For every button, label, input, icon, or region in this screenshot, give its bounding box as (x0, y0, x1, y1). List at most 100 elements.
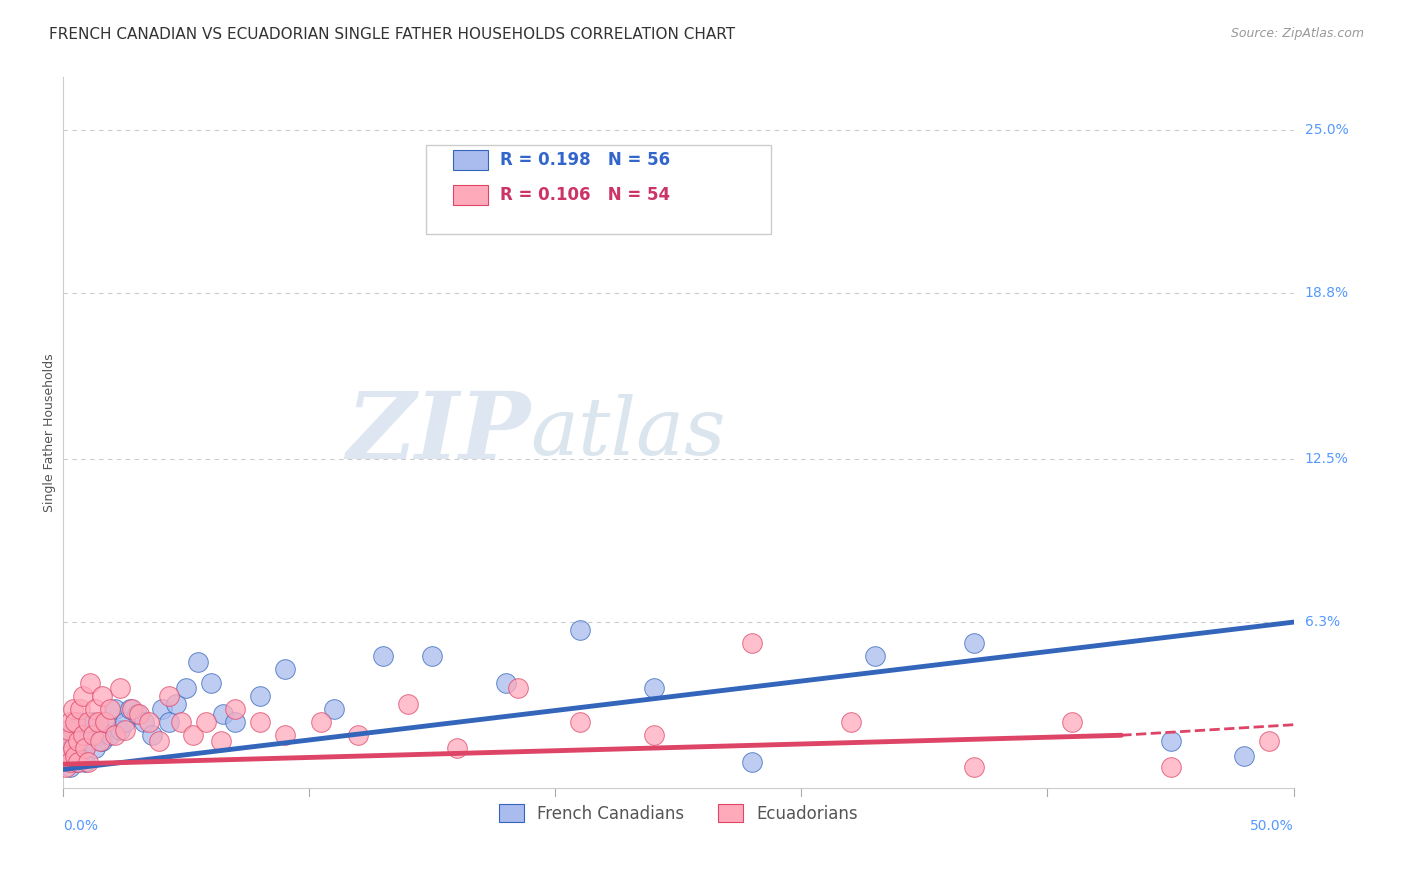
Text: 50.0%: 50.0% (1250, 820, 1294, 833)
Point (209, 733, 232, 747)
Point (59, 733, 82, 747)
Point (1160, 760, 1182, 774)
Point (56, 749, 79, 764)
Point (212, 707, 235, 722)
Point (224, 715, 246, 730)
Point (170, 715, 193, 730)
Point (65, 749, 87, 764)
Point (94, 715, 117, 730)
Point (56, 749, 79, 764)
Point (56, 728, 79, 742)
Text: 6.3%: 6.3% (1305, 615, 1340, 629)
Point (75, 741, 97, 756)
Point (66, 755, 89, 769)
Point (273, 728, 295, 742)
Point (59, 760, 82, 774)
Point (128, 707, 150, 722)
Point (396, 697, 419, 711)
Point (76, 733, 98, 747)
Point (249, 715, 271, 730)
Point (568, 623, 591, 637)
Point (108, 723, 131, 737)
Point (157, 715, 180, 730)
Point (134, 715, 156, 730)
Point (446, 741, 468, 756)
Point (72, 728, 94, 742)
Point (69, 715, 91, 730)
Point (72, 728, 94, 742)
Point (643, 681, 665, 695)
Point (55, 741, 77, 756)
Y-axis label: Single Father Households: Single Father Households (44, 353, 56, 512)
Point (125, 707, 148, 722)
Point (148, 733, 170, 747)
Point (1062, 715, 1084, 730)
Point (568, 715, 591, 730)
Point (86, 715, 108, 730)
Point (311, 715, 333, 730)
Point (72, 689, 94, 703)
Point (62, 702, 84, 716)
Text: 18.8%: 18.8% (1305, 286, 1348, 301)
Point (84, 741, 107, 756)
Point (114, 723, 136, 737)
Point (89, 723, 111, 737)
Point (150, 702, 173, 716)
Point (75, 755, 97, 769)
Point (55, 755, 77, 769)
Point (108, 681, 131, 695)
Point (273, 663, 295, 677)
Point (82, 728, 104, 742)
Text: R = 0.198   N = 56: R = 0.198 N = 56 (501, 151, 671, 169)
Legend: French Canadians, Ecuadorians: French Canadians, Ecuadorians (492, 797, 865, 830)
Point (98, 702, 121, 716)
Point (104, 728, 127, 742)
Point (741, 636, 763, 650)
Point (91, 733, 114, 747)
Text: R = 0.106   N = 54: R = 0.106 N = 54 (501, 186, 671, 204)
Point (59, 715, 82, 730)
Point (55, 760, 77, 774)
Point (1258, 733, 1281, 747)
Bar (453, 150, 488, 169)
Text: 0.0%: 0.0% (63, 820, 98, 833)
Point (118, 702, 141, 716)
Point (86, 728, 108, 742)
Point (76, 715, 98, 730)
FancyBboxPatch shape (426, 145, 770, 234)
Point (98, 728, 121, 742)
Point (157, 689, 180, 703)
Point (76, 755, 98, 769)
Point (138, 715, 160, 730)
Point (65, 733, 87, 747)
Point (508, 681, 530, 695)
Point (62, 739, 84, 753)
Point (200, 675, 222, 690)
Point (839, 715, 862, 730)
Point (174, 681, 197, 695)
Point (141, 728, 163, 742)
Point (104, 702, 127, 716)
Point (65, 749, 87, 764)
Point (643, 728, 665, 742)
Text: 25.0%: 25.0% (1305, 123, 1348, 137)
Point (75, 741, 97, 756)
Point (89, 733, 111, 747)
Point (55, 733, 77, 747)
Point (863, 649, 886, 664)
Text: ZIP: ZIP (346, 388, 530, 477)
Point (194, 715, 217, 730)
Point (62, 741, 84, 756)
Point (165, 697, 187, 711)
Point (56, 723, 79, 737)
Point (66, 755, 89, 769)
Point (420, 649, 443, 664)
Point (94, 715, 117, 730)
Text: Source: ZipAtlas.com: Source: ZipAtlas.com (1230, 27, 1364, 40)
Point (62, 723, 84, 737)
Point (347, 728, 370, 742)
Point (962, 636, 984, 650)
Point (187, 655, 209, 669)
Text: FRENCH CANADIAN VS ECUADORIAN SINGLE FATHER HOUSEHOLDS CORRELATION CHART: FRENCH CANADIAN VS ECUADORIAN SINGLE FAT… (49, 27, 735, 42)
Point (224, 702, 246, 716)
